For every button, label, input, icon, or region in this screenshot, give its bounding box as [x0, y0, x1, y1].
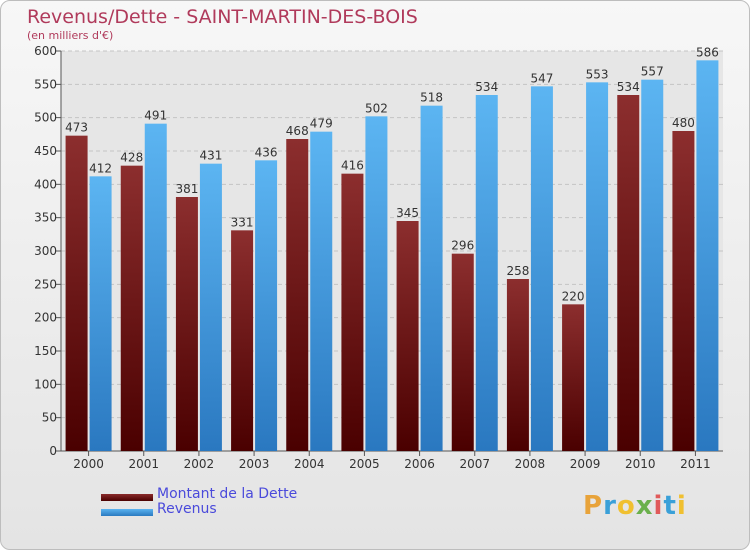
x-tick-label: 2005 [349, 457, 380, 471]
value-label-revenus: 431 [199, 149, 222, 163]
chart-title: Revenus/Dette - SAINT-MARTIN-DES-BOIS [27, 6, 418, 28]
value-label-dette: 428 [120, 151, 143, 165]
y-tick-label: 50 [42, 411, 57, 425]
bar-revenus [696, 60, 719, 451]
value-label-revenus: 557 [641, 65, 664, 79]
value-label-revenus: 412 [89, 161, 112, 175]
bar-revenus [255, 160, 278, 452]
bar-revenus [144, 123, 167, 452]
value-label-revenus: 586 [696, 45, 719, 59]
x-tick-label: 2007 [459, 457, 490, 471]
value-label-revenus: 479 [310, 117, 333, 131]
x-tick-label: 2011 [680, 457, 711, 471]
bar-revenus [475, 95, 498, 451]
y-tick-label: 500 [34, 111, 57, 125]
value-label-dette: 534 [617, 80, 640, 94]
bar-dette [617, 95, 640, 451]
value-label-revenus: 436 [255, 145, 278, 159]
value-label-revenus: 502 [365, 101, 388, 115]
bar-revenus [420, 105, 443, 452]
x-tick-label: 2010 [625, 457, 656, 471]
y-tick-label: 350 [34, 211, 57, 225]
x-tick-label: 2006 [404, 457, 435, 471]
chart-subtitle: (en milliers d'€) [27, 29, 114, 42]
bar-revenus [586, 82, 609, 451]
value-label-dette: 345 [396, 206, 419, 220]
y-tick-label: 250 [34, 277, 57, 291]
value-label-dette: 416 [341, 159, 364, 173]
y-tick-label: 100 [34, 377, 57, 391]
bar-revenus [530, 86, 553, 451]
value-label-revenus: 547 [530, 71, 553, 85]
value-label-revenus: 518 [420, 91, 443, 105]
x-tick-label: 2001 [128, 457, 159, 471]
value-label-dette: 258 [506, 264, 529, 278]
bar-dette [396, 221, 419, 451]
x-tick-label: 2000 [73, 457, 104, 471]
y-tick-label: 0 [49, 444, 57, 458]
legend-label-dette: Montant de la Dette [157, 486, 298, 502]
bar-dette [672, 131, 695, 451]
bar-dette [175, 197, 198, 451]
value-label-dette: 468 [286, 124, 309, 138]
bar-dette [120, 165, 143, 451]
y-tick-label: 550 [34, 77, 57, 91]
value-label-dette: 296 [451, 239, 474, 253]
y-tick-label: 300 [34, 244, 57, 258]
bar-revenus [641, 79, 664, 452]
bar-revenus [365, 116, 388, 451]
bar-dette [506, 279, 529, 451]
y-tick-label: 600 [34, 44, 57, 58]
bar-dette [451, 253, 474, 451]
legend-label-revenus: Revenus [157, 501, 217, 517]
bar-dette [231, 230, 254, 451]
legend-swatch-dette [101, 494, 153, 501]
value-label-revenus: 553 [586, 67, 609, 81]
bar-dette [65, 135, 88, 451]
legend-swatch-revenus [101, 509, 153, 516]
value-label-dette: 480 [672, 116, 695, 130]
bar-dette [286, 139, 309, 451]
y-tick-label: 150 [34, 344, 57, 358]
proxiti-logo: Proxiti [583, 491, 687, 521]
bar-dette [341, 173, 364, 451]
x-tick-label: 2004 [294, 457, 325, 471]
value-label-revenus: 534 [475, 80, 498, 94]
value-label-dette: 331 [231, 215, 254, 229]
value-label-dette: 473 [65, 121, 88, 135]
value-label-revenus: 491 [144, 109, 167, 123]
bar-revenus [199, 163, 222, 451]
x-tick-label: 2008 [515, 457, 546, 471]
y-tick-label: 400 [34, 177, 57, 191]
y-tick-label: 450 [34, 144, 57, 158]
x-tick-label: 2009 [570, 457, 601, 471]
x-tick-label: 2003 [239, 457, 270, 471]
value-label-dette: 220 [562, 289, 585, 303]
bar-revenus [89, 176, 112, 452]
bar-dette [562, 304, 585, 451]
x-tick-label: 2002 [184, 457, 215, 471]
value-label-dette: 381 [175, 182, 198, 196]
bar-revenus [310, 131, 333, 451]
y-tick-label: 200 [34, 311, 57, 325]
